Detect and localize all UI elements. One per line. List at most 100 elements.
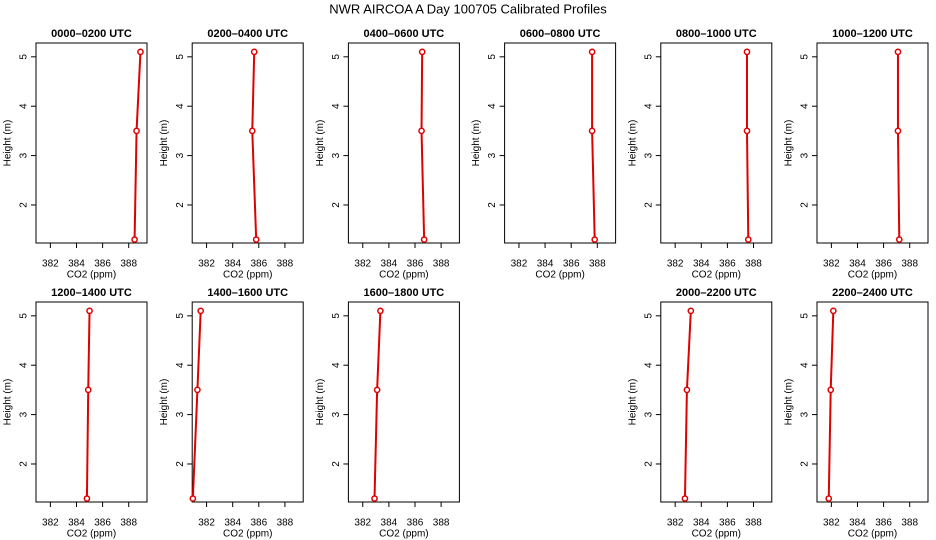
y-tick-label: 4 bbox=[19, 103, 30, 109]
y-tick-label: 3 bbox=[175, 152, 186, 158]
profile-point bbox=[137, 48, 144, 56]
profile-point bbox=[133, 127, 140, 135]
profile-point bbox=[588, 127, 596, 135]
y-axis-label: Height (m) bbox=[315, 120, 326, 167]
y-tick-label: 5 bbox=[800, 54, 811, 60]
y-tick-label: 5 bbox=[175, 54, 186, 60]
profile-point bbox=[681, 495, 689, 502]
x-tick-label: 386 bbox=[407, 259, 424, 270]
y-tick-label: 4 bbox=[175, 362, 186, 368]
y-axis-label: Height (m) bbox=[627, 120, 638, 167]
x-tick-label: 388 bbox=[277, 518, 294, 529]
y-tick-label: 4 bbox=[331, 103, 342, 109]
plot-frame bbox=[347, 301, 460, 503]
y-tick-label: 5 bbox=[19, 313, 30, 319]
x-tick-label: 386 bbox=[250, 518, 267, 529]
panel-title: 0800–1000 UTC bbox=[676, 28, 757, 40]
plot-frame bbox=[504, 42, 617, 244]
profile-point bbox=[83, 495, 91, 502]
y-tick-label: 5 bbox=[643, 313, 654, 319]
y-tick-label: 2 bbox=[643, 202, 654, 208]
x-tick-label: 386 bbox=[719, 259, 736, 270]
y-tick-label: 5 bbox=[487, 54, 498, 60]
y-tick-label: 5 bbox=[800, 313, 811, 319]
y-tick-label: 3 bbox=[331, 152, 342, 158]
x-axis-label: CO2 (ppm) bbox=[67, 529, 116, 540]
x-tick-label: 386 bbox=[250, 259, 267, 270]
x-tick-label: 384 bbox=[849, 518, 866, 529]
panel-title: 1000–1200 UTC bbox=[832, 28, 913, 40]
y-axis-label: Height (m) bbox=[3, 379, 14, 426]
profile-point bbox=[687, 307, 695, 315]
x-axis-label: CO2 (ppm) bbox=[848, 529, 897, 540]
y-tick-label: 3 bbox=[487, 152, 498, 158]
x-tick-label: 382 bbox=[823, 518, 840, 529]
x-tick-label: 382 bbox=[354, 259, 371, 270]
y-axis-label: Height (m) bbox=[471, 120, 482, 167]
y-tick-label: 2 bbox=[800, 202, 811, 208]
y-tick-label: 2 bbox=[800, 461, 811, 467]
x-axis-label: CO2 (ppm) bbox=[692, 270, 741, 281]
y-axis-label: Height (m) bbox=[627, 379, 638, 426]
y-tick-label: 4 bbox=[800, 103, 811, 109]
y-tick-label: 2 bbox=[175, 461, 186, 467]
x-tick-label: 384 bbox=[381, 518, 398, 529]
x-tick-label: 386 bbox=[94, 518, 111, 529]
profile-point bbox=[895, 236, 903, 243]
x-tick-label: 384 bbox=[693, 518, 710, 529]
x-tick-label: 382 bbox=[42, 518, 59, 529]
profile-point bbox=[894, 48, 902, 56]
profile-point bbox=[252, 236, 260, 243]
x-tick-label: 384 bbox=[693, 259, 710, 270]
y-tick-label: 4 bbox=[643, 103, 654, 109]
y-tick-label: 5 bbox=[19, 54, 30, 60]
y-tick-label: 4 bbox=[643, 362, 654, 368]
y-tick-label: 2 bbox=[331, 461, 342, 467]
x-axis-label: CO2 (ppm) bbox=[223, 270, 272, 281]
x-tick-label: 386 bbox=[94, 259, 111, 270]
y-tick-label: 3 bbox=[175, 411, 186, 417]
x-tick-label: 386 bbox=[407, 518, 424, 529]
x-tick-label: 382 bbox=[667, 518, 684, 529]
plot-frame bbox=[816, 301, 929, 503]
x-tick-label: 382 bbox=[667, 259, 684, 270]
panel-title: 0000–0200 UTC bbox=[51, 28, 132, 40]
profile-point bbox=[418, 127, 425, 135]
y-tick-label: 5 bbox=[175, 313, 186, 319]
y-tick-label: 5 bbox=[643, 54, 654, 60]
profile-point bbox=[743, 48, 751, 56]
panel-title: 0600–0800 UTC bbox=[520, 28, 601, 40]
plot-frame bbox=[191, 301, 304, 503]
x-tick-label: 388 bbox=[120, 518, 137, 529]
plot-frame bbox=[660, 42, 773, 244]
x-tick-label: 382 bbox=[198, 259, 215, 270]
y-tick-label: 5 bbox=[331, 54, 342, 60]
y-axis-label: Height (m) bbox=[784, 120, 795, 167]
x-tick-label: 382 bbox=[354, 518, 371, 529]
plot-frame bbox=[191, 42, 304, 244]
profile-point bbox=[86, 307, 93, 315]
x-tick-label: 388 bbox=[277, 259, 294, 270]
y-tick-label: 2 bbox=[19, 202, 30, 208]
y-tick-label: 4 bbox=[175, 103, 186, 109]
panel-title: 2200–2400 UTC bbox=[832, 287, 913, 299]
y-tick-label: 4 bbox=[19, 362, 30, 368]
y-tick-label: 4 bbox=[331, 362, 342, 368]
x-tick-label: 384 bbox=[68, 518, 85, 529]
panel-title: 0400–0600 UTC bbox=[364, 28, 445, 40]
x-tick-label: 382 bbox=[511, 259, 528, 270]
profile-point bbox=[194, 386, 201, 394]
profile-point bbox=[418, 48, 426, 56]
profile-point bbox=[588, 48, 596, 56]
y-tick-label: 3 bbox=[643, 152, 654, 158]
chart-title: NWR AIRCOA A Day 100705 Calibrated Profi… bbox=[329, 1, 607, 16]
y-tick-label: 5 bbox=[331, 313, 342, 319]
panel-title: 2000–2200 UTC bbox=[676, 287, 757, 299]
plot-frame bbox=[347, 42, 460, 244]
x-tick-label: 386 bbox=[719, 518, 736, 529]
x-tick-label: 382 bbox=[42, 259, 59, 270]
profile-point bbox=[373, 386, 381, 394]
profile-point bbox=[197, 307, 205, 315]
x-tick-label: 384 bbox=[537, 259, 554, 270]
